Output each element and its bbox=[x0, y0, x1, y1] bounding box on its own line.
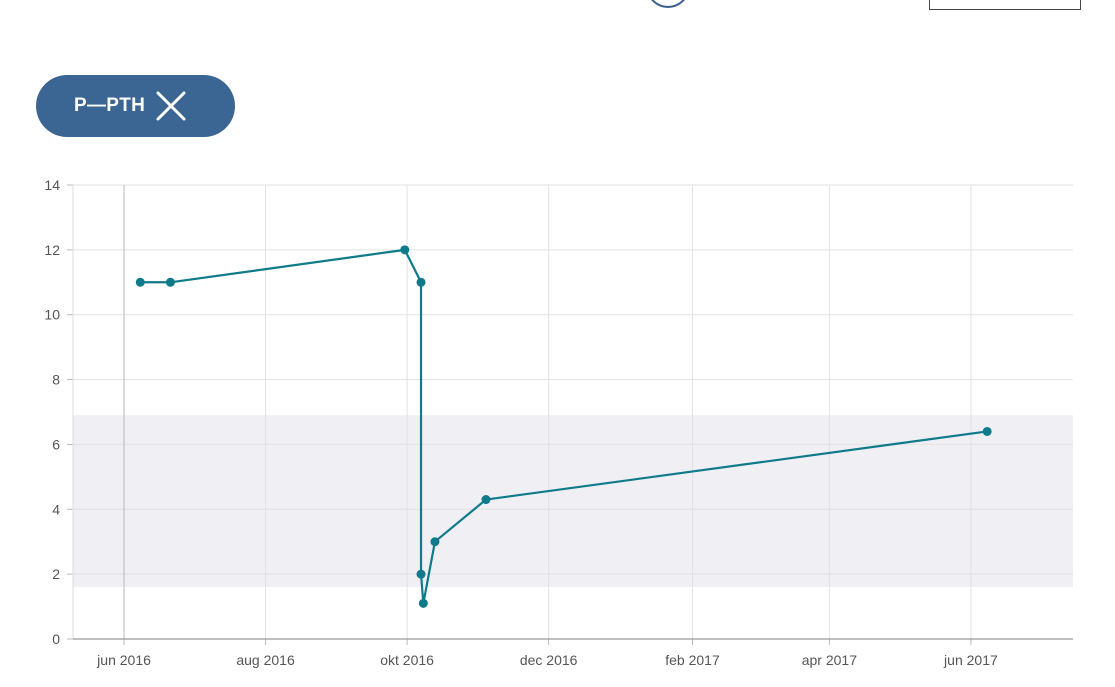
y-tick-label: 14 bbox=[44, 177, 60, 193]
x-tick-label: feb 2017 bbox=[665, 652, 720, 668]
data-point bbox=[481, 495, 491, 505]
data-point bbox=[400, 245, 410, 255]
close-icon[interactable] bbox=[155, 90, 187, 122]
y-tick-label: 4 bbox=[52, 501, 60, 517]
y-tick-label: 10 bbox=[44, 307, 60, 323]
y-tick-label: 12 bbox=[44, 242, 60, 258]
x-tick-label: jun 2017 bbox=[943, 652, 998, 668]
filter-chip-label: P—PTH bbox=[74, 95, 146, 116]
x-tick-label: okt 2016 bbox=[380, 652, 434, 668]
reference-range-band bbox=[73, 415, 1073, 588]
data-point bbox=[418, 598, 428, 608]
y-tick-label: 6 bbox=[52, 436, 60, 452]
x-tick-label: aug 2016 bbox=[236, 652, 295, 668]
x-tick-label: jun 2016 bbox=[96, 652, 151, 668]
data-point bbox=[135, 277, 145, 287]
close-icon-graphic bbox=[156, 91, 186, 121]
data-point bbox=[165, 277, 175, 287]
x-tick-label: dec 2016 bbox=[520, 652, 578, 668]
data-point bbox=[430, 537, 440, 547]
y-tick-label: 8 bbox=[52, 372, 60, 388]
y-tick-label: 0 bbox=[52, 631, 60, 647]
x-tick-label: apr 2017 bbox=[802, 652, 857, 668]
filter-chip[interactable]: P—PTH bbox=[36, 75, 235, 137]
y-tick-label: 2 bbox=[52, 566, 60, 582]
data-point bbox=[982, 426, 992, 436]
header-input-box[interactable] bbox=[929, 0, 1081, 10]
data-point bbox=[416, 277, 426, 287]
data-point bbox=[416, 569, 426, 579]
